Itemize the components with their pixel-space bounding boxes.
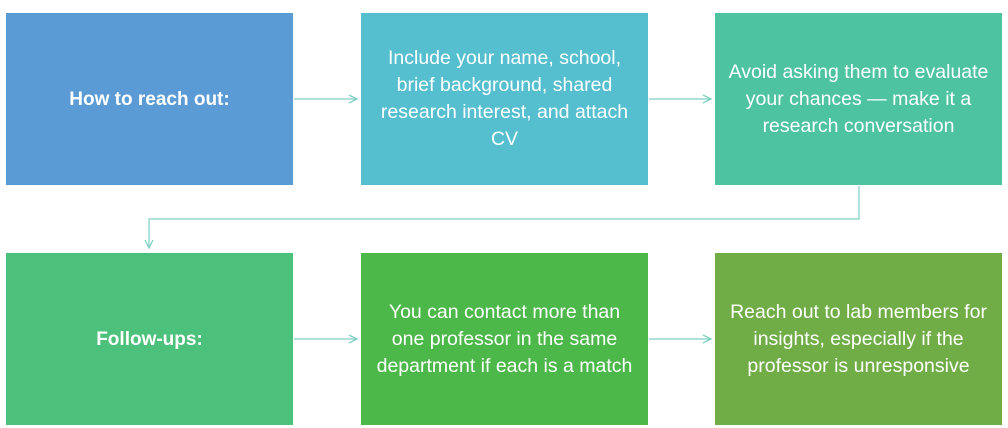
row2-step2-box: Reach out to lab members for insights, e… [715,253,1002,425]
row1-step2-box: Avoid asking them to evaluate your chanc… [715,13,1002,185]
row1-label-text: How to reach out: [69,88,230,110]
row2-step2-text: Reach out to lab members for insights, e… [730,300,987,377]
row1-step1-text: Include your name, school, brief backgro… [380,47,629,150]
row2-step1-text: You can contact more than one professor … [376,300,633,377]
row2-step1-box: You can contact more than one professor … [361,253,648,425]
row1-step1-box: Include your name, school, brief backgro… [361,13,648,185]
row2-label-text: Follow-ups: [96,328,203,350]
arrow-row1-to-row2 [149,186,860,248]
row1-step2-text: Avoid asking them to evaluate your chanc… [728,60,989,137]
row2-label-box: Follow-ups: [6,253,293,425]
row1-label-box: How to reach out: [6,13,293,185]
